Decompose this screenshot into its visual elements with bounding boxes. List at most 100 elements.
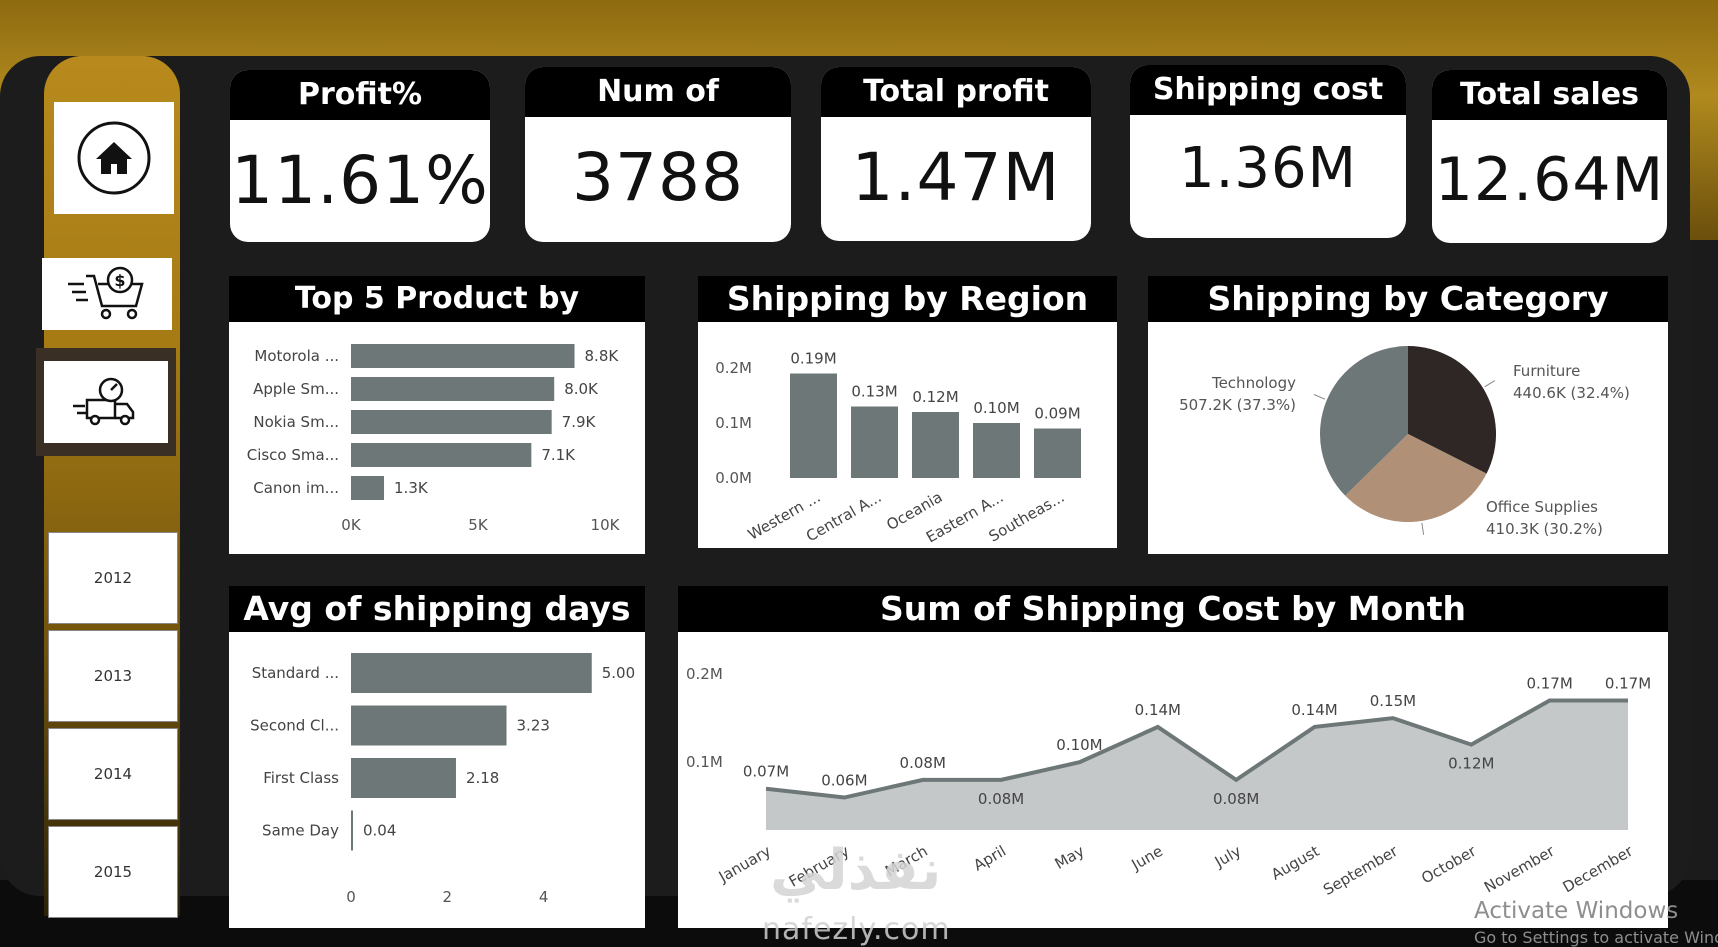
chart-title: Top 5 Product by shipping [229, 276, 645, 362]
axis-tick-label: 2 [443, 888, 453, 906]
data-label: 0.08M [900, 754, 946, 772]
shipping-cost-by-month-chart: 0.2M0.1M0.07MJanuary0.06MFebruary0.08MMa… [686, 665, 1651, 899]
year-filter-2012[interactable]: 2012 [48, 532, 178, 624]
data-label: 8.8K [585, 347, 620, 365]
area-fill [766, 700, 1628, 830]
pie-slice [1408, 346, 1496, 474]
year-filter-2015[interactable]: 2015 [48, 826, 178, 918]
top5-products-chart: Motorola ... 8.8K Apple Sm... 8.0K Nokia Sm.… [247, 344, 621, 534]
data-label: 0.15M [1370, 692, 1416, 710]
chart-card-category: Shipping by Category Furniture 440.6K (32… [1148, 276, 1668, 554]
kpi-title: Total profit [821, 67, 1091, 117]
bar [351, 410, 552, 434]
axis-tick-label: 4 [539, 888, 549, 906]
chart-title: Sum of Shipping Cost by Month [678, 586, 1668, 632]
nav-home-button[interactable] [54, 102, 174, 214]
data-label: 0.17M [1526, 674, 1572, 692]
shopping-cart-dollar-icon: $ [68, 266, 144, 320]
data-label: 7.1K [541, 446, 576, 464]
slice-name-label: Furniture [1513, 362, 1580, 380]
bar [912, 412, 959, 478]
year-filter-2014[interactable]: 2014 [48, 728, 178, 820]
category-label: Standard ... [252, 664, 339, 682]
chart-card-top5-products: Top 5 Product by shipping Motorola ... 8.… [229, 276, 645, 554]
leader-line [1421, 522, 1425, 535]
data-label: 1.3K [394, 479, 429, 497]
category-label: Motorola ... [254, 347, 339, 365]
category-label: Cisco Sma... [247, 446, 339, 464]
home-icon [77, 121, 151, 195]
kpi-card-profit-percent: Profit% 11.61% [230, 70, 490, 242]
slice-value-label: 410.3K (30.2%) [1486, 520, 1603, 538]
data-label: 0.17M [1605, 674, 1651, 692]
axis-tick-label: 0K [341, 516, 362, 534]
chart-title: Shipping by Region [698, 276, 1117, 322]
data-label: 0.06M [821, 772, 867, 790]
category-label: First Class [263, 769, 339, 787]
data-label: 0.12M [912, 388, 958, 406]
delivery-truck-icon [73, 377, 135, 426]
kpi-card-num-products: Num of products 3788 [525, 67, 791, 242]
nav-shipping-button[interactable] [36, 348, 176, 456]
axis-tick-label: 10K [591, 516, 621, 534]
bar [851, 406, 898, 478]
shipping-by-category-chart: Furniture 440.6K (32.4%) Office Supplies 41… [1179, 346, 1630, 538]
category-label: January [715, 842, 774, 887]
category-label: July [1211, 842, 1244, 872]
kpi-value: 3788 [572, 139, 744, 216]
category-label: September [1320, 841, 1402, 898]
bar [351, 705, 507, 746]
bar [351, 443, 532, 467]
category-label: November [1481, 841, 1558, 896]
bar [351, 377, 555, 401]
bar [973, 423, 1020, 478]
data-label: 8.0K [564, 380, 599, 398]
axis-tick-label: 0.1M [715, 414, 752, 432]
bar [351, 653, 592, 693]
year-label: 2013 [93, 667, 133, 685]
nav-shipping-inner [44, 361, 168, 443]
kpi-card-total-profit: Total profit 1.47M [821, 67, 1091, 241]
chart-title: Shipping by Category [1148, 276, 1668, 322]
axis-tick-label: 0.2M [686, 665, 723, 683]
category-label: August [1268, 842, 1323, 884]
chart-card-monthly: Sum of Shipping Cost by Month 0.2M 0.1M 0.… [678, 586, 1668, 928]
series-line [765, 698, 1628, 800]
data-label: 0.09M [1034, 405, 1080, 423]
activate-windows-subtitle: Go to Settings to activate Windows. [1474, 928, 1718, 947]
brand-watermark-url: nafezly.com [762, 912, 951, 947]
category-label: Canon im... [253, 479, 339, 497]
axis-tick-label: 5K [468, 516, 489, 534]
axis-tick-label: 0.1M [686, 753, 723, 771]
slice-name-label: Technology [1211, 374, 1296, 392]
activate-windows-title: Activate Windows [1474, 898, 1679, 924]
category-label: October [1418, 841, 1480, 887]
data-label: 3.23 [517, 717, 550, 735]
kpi-card-shipping-cost: Shipping cost 1.36M [1130, 65, 1406, 238]
axis-tick-label: 0.0M [715, 469, 752, 487]
bar [351, 476, 385, 500]
kpi-value: 11.61% [231, 142, 489, 219]
kpi-value: 1.47M [851, 139, 1061, 216]
nav-sales-button[interactable]: $ [42, 258, 172, 330]
year-label: 2014 [93, 765, 133, 783]
data-label: 0.10M [973, 399, 1019, 417]
bar [790, 373, 837, 478]
bar [1034, 428, 1081, 478]
year-filter-2013[interactable]: 2013 [48, 630, 178, 722]
category-label: December [1560, 841, 1637, 896]
category-label: Apple Sm... [253, 380, 339, 398]
category-label: Nokia Sm... [253, 413, 339, 431]
pie-slice [1345, 434, 1487, 522]
slice-name-label: Office Supplies [1486, 498, 1598, 516]
kpi-title: Num of products [525, 67, 791, 159]
kpi-card-total-sales: Total sales 12.64M [1432, 70, 1667, 243]
data-label: 0.12M [1448, 755, 1494, 773]
category-label: April [970, 842, 1009, 875]
svg-text:$: $ [114, 271, 125, 290]
bar [351, 810, 353, 851]
data-label: 0.08M [978, 790, 1024, 808]
leader-line [1313, 394, 1326, 400]
axis-tick-label: 0.2M [715, 359, 752, 377]
